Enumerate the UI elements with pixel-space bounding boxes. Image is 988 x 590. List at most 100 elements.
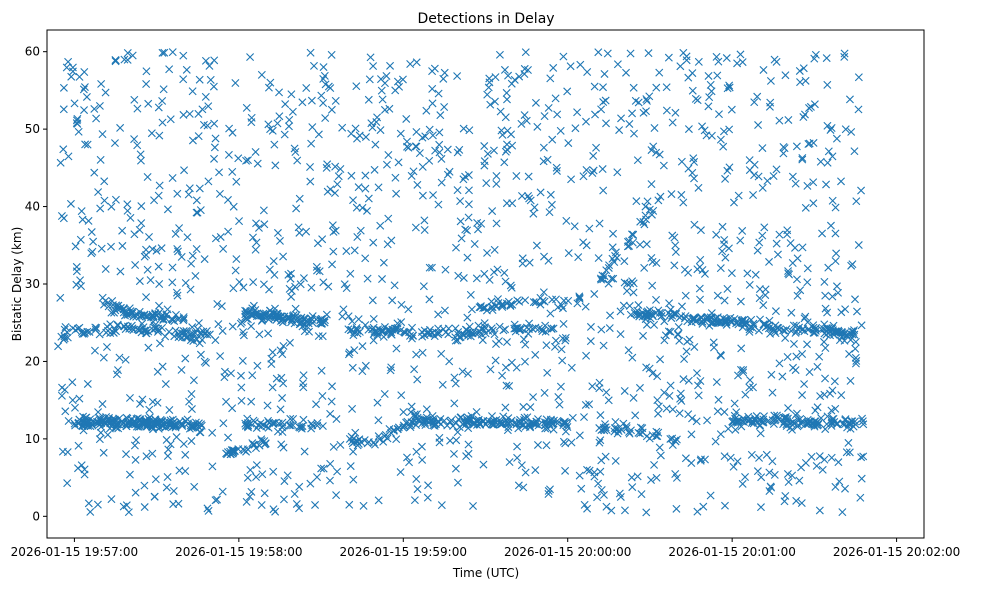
detection-point — [208, 428, 217, 437]
detection-point — [711, 437, 720, 446]
detection-point — [64, 152, 73, 161]
detection-point — [435, 438, 444, 447]
detection-point — [429, 415, 438, 424]
detection-point — [359, 501, 368, 510]
detection-point — [86, 422, 95, 431]
detection-point — [131, 261, 140, 269]
detection-point — [666, 434, 675, 443]
detection-point — [620, 257, 629, 266]
detection-point — [91, 325, 100, 334]
detection-point — [332, 491, 341, 500]
detection-point — [755, 294, 764, 303]
detection-point — [434, 324, 443, 333]
detection-point — [666, 327, 675, 336]
detection-point — [291, 304, 300, 313]
detection-point — [483, 149, 492, 158]
detection-point — [809, 199, 818, 208]
detection-point — [567, 363, 576, 372]
detection-point — [636, 429, 645, 438]
detection-point — [219, 419, 228, 428]
detection-point — [271, 304, 279, 313]
detection-point — [155, 181, 164, 190]
detection-point — [694, 381, 702, 390]
detection-point — [792, 496, 801, 505]
detection-point — [254, 223, 263, 232]
detection-point — [696, 255, 705, 264]
detection-point — [289, 421, 298, 430]
detection-point — [784, 267, 793, 276]
detection-point — [800, 314, 809, 323]
detection-point — [104, 416, 113, 425]
detection-point — [242, 156, 251, 165]
detection-point — [173, 244, 182, 253]
detection-point — [271, 418, 280, 427]
detection-point — [748, 324, 757, 333]
detection-point — [253, 159, 262, 168]
detection-point — [859, 452, 868, 461]
detection-point — [720, 408, 729, 417]
detection-point — [798, 391, 807, 400]
x-tick-label: 2026-01-15 20:01:00 — [668, 545, 795, 559]
detection-point — [561, 333, 570, 342]
detection-point — [714, 57, 723, 66]
detection-point — [725, 125, 734, 134]
detection-point — [277, 316, 285, 325]
detection-point — [266, 306, 275, 315]
detection-point — [761, 291, 770, 300]
detection-point — [66, 199, 75, 208]
x-tick-label: 2026-01-15 19:57:00 — [11, 545, 138, 559]
detection-point — [373, 398, 382, 407]
detection-point — [192, 208, 201, 217]
detection-point — [529, 298, 538, 307]
detection-point — [437, 178, 446, 187]
detection-point — [793, 422, 802, 431]
detection-point — [142, 293, 151, 302]
detection-point — [517, 191, 526, 200]
detection-point — [729, 198, 738, 207]
detection-point — [135, 277, 144, 286]
detection-point — [660, 336, 669, 345]
detection-point — [92, 324, 101, 333]
detection-point — [361, 254, 370, 263]
detection-point — [804, 418, 813, 427]
detection-point — [641, 202, 650, 211]
detection-point — [513, 453, 522, 462]
detection-point — [779, 326, 788, 335]
detection-point — [464, 440, 473, 449]
plot-area — [47, 30, 924, 538]
detection-point — [555, 400, 564, 409]
detection-point — [326, 459, 335, 468]
detection-point — [454, 271, 463, 280]
detection-point — [844, 438, 853, 447]
detection-point — [408, 323, 417, 332]
detection-point — [628, 109, 637, 118]
detection-point — [413, 180, 422, 189]
detection-point — [94, 408, 103, 417]
detection-point — [533, 440, 542, 449]
detection-point — [248, 371, 257, 380]
detection-point — [242, 497, 251, 506]
detection-point — [709, 338, 718, 347]
detection-point — [333, 180, 342, 189]
detection-point — [613, 60, 622, 69]
detection-point — [210, 154, 219, 163]
detection-point — [264, 315, 273, 324]
detection-point — [745, 156, 754, 165]
detection-point — [492, 179, 501, 188]
detection-point — [64, 416, 73, 425]
detection-point — [817, 414, 826, 423]
detection-point — [369, 314, 378, 323]
detection-point — [425, 263, 434, 272]
detection-point — [635, 383, 644, 392]
detection-point — [475, 419, 484, 428]
detection-point — [573, 299, 582, 308]
detection-point — [83, 379, 92, 388]
detection-point — [857, 453, 866, 462]
detection-point — [125, 393, 134, 402]
detection-point — [194, 319, 203, 328]
detection-point — [713, 313, 722, 322]
detection-point — [631, 411, 640, 420]
detection-point — [280, 477, 289, 486]
detection-point — [142, 67, 151, 76]
detection-point — [264, 329, 273, 338]
